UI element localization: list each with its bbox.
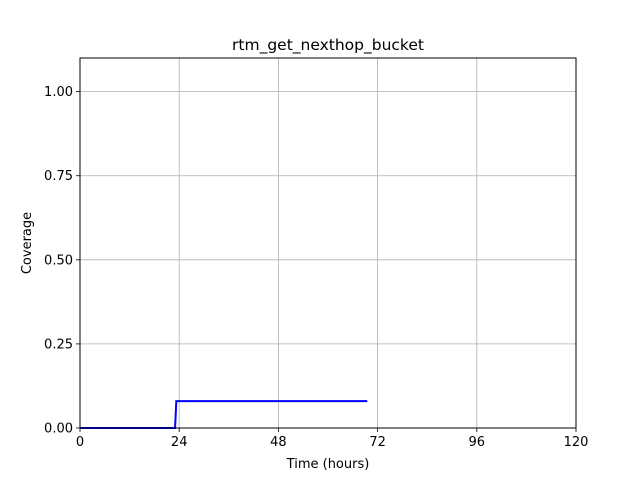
- y-tick-label: 0.75: [44, 169, 73, 184]
- x-tick-label: 24: [171, 435, 188, 450]
- y-tick-label: 0.00: [44, 422, 73, 437]
- x-axis-label: Time (hours): [286, 457, 370, 472]
- plot-frame: [79, 57, 577, 429]
- y-tick-label: 1.00: [44, 85, 73, 100]
- x-tick-label: 72: [369, 435, 386, 450]
- chart-title: rtm_get_nexthop_bucket: [232, 36, 424, 55]
- x-tick-label: 96: [469, 435, 486, 450]
- x-tick-label: 0: [76, 435, 84, 450]
- y-tick-label: 0.25: [44, 337, 73, 352]
- x-tick-label: 48: [270, 435, 287, 450]
- y-tick-label: 0.50: [44, 253, 73, 268]
- ticks: 0 24 48 72 96 120 0.00 0.25 0.50 0.75 1.00: [44, 85, 588, 450]
- x-tick-label: 120: [564, 435, 589, 450]
- y-axis-label: Coverage: [20, 212, 35, 274]
